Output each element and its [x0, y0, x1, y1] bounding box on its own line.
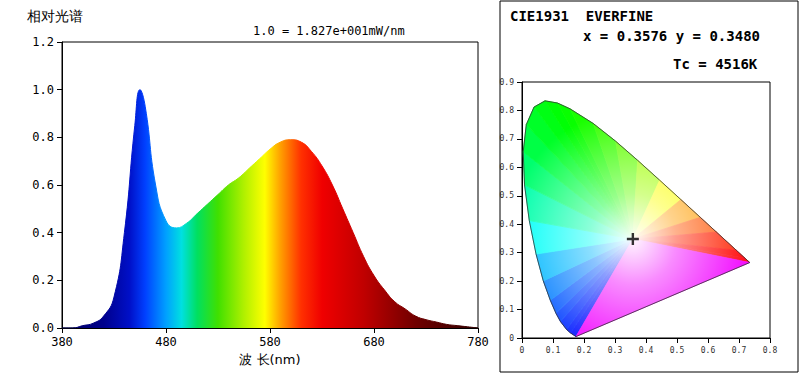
svg-text:0.3: 0.3 — [608, 346, 623, 355]
svg-text:0.6: 0.6 — [701, 346, 716, 355]
svg-text:0.5: 0.5 — [500, 191, 515, 200]
svg-text:1.0 = 1.827e+001mW/nm: 1.0 = 1.827e+001mW/nm — [253, 24, 405, 38]
svg-text:波 长(nm): 波 长(nm) — [239, 352, 300, 367]
svg-text:0.4: 0.4 — [500, 220, 515, 229]
svg-text:相对光谱: 相对光谱 — [27, 8, 83, 24]
svg-text:0.5: 0.5 — [670, 346, 685, 355]
svg-text:0.2: 0.2 — [577, 346, 592, 355]
svg-text:0.9: 0.9 — [500, 78, 515, 87]
svg-text:380: 380 — [51, 335, 73, 349]
svg-text:0.4: 0.4 — [32, 226, 54, 240]
svg-text:0.8: 0.8 — [32, 130, 54, 144]
svg-text:0.8: 0.8 — [763, 346, 778, 355]
svg-text:0.1: 0.1 — [500, 305, 515, 314]
svg-text:Tc = 4516K: Tc = 4516K — [673, 56, 758, 72]
svg-text:0.0: 0.0 — [32, 321, 54, 335]
svg-text:780: 780 — [467, 335, 489, 349]
svg-text:0.1: 0.1 — [546, 346, 561, 355]
svg-text:680: 680 — [363, 335, 385, 349]
svg-text:0.6: 0.6 — [32, 178, 54, 192]
svg-text:0: 0 — [520, 346, 525, 355]
svg-text:1.2: 1.2 — [32, 35, 54, 49]
svg-text:580: 580 — [259, 335, 281, 349]
svg-text:0: 0 — [509, 334, 514, 343]
svg-text:x = 0.3576 y = 0.3480: x = 0.3576 y = 0.3480 — [583, 28, 760, 44]
svg-text:0.4: 0.4 — [639, 346, 654, 355]
svg-text:0.8: 0.8 — [500, 106, 515, 115]
svg-text:0.3: 0.3 — [500, 248, 515, 257]
svg-text:0.2: 0.2 — [32, 273, 54, 287]
svg-text:0.7: 0.7 — [500, 134, 515, 143]
svg-text:0.7: 0.7 — [732, 346, 747, 355]
svg-text:0.2: 0.2 — [500, 277, 515, 286]
svg-text:CIE1931 EVERFINE: CIE1931 EVERFINE — [510, 8, 653, 24]
svg-text:0.6: 0.6 — [500, 163, 515, 172]
svg-text:480: 480 — [155, 335, 177, 349]
svg-text:1.0: 1.0 — [32, 83, 54, 97]
